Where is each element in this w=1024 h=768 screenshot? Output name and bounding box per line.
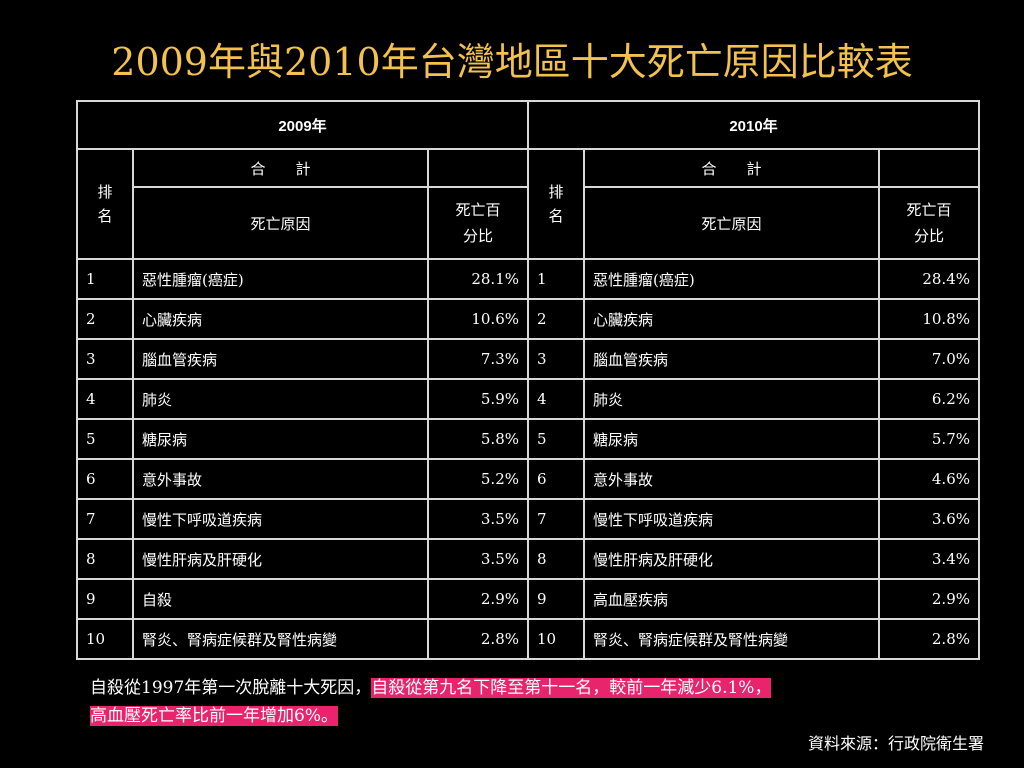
cause-cell-2009: 自殺 xyxy=(132,578,429,620)
table-row: 7 慢性下呼吸道疾病 3.5% 7 慢性下呼吸道疾病 3.6% xyxy=(76,498,980,540)
pct-cell-2010: 3.4% xyxy=(878,538,980,580)
rank-cell-2010: 4 xyxy=(527,378,585,420)
cause-header-2009: 死亡原因 xyxy=(132,186,429,260)
cause-cell-2010: 糖尿病 xyxy=(583,418,880,460)
cause-cell-2009: 慢性下呼吸道疾病 xyxy=(132,498,429,540)
rank-cell-2009: 8 xyxy=(76,538,134,580)
rank-cell-2010: 9 xyxy=(527,578,585,620)
cause-cell-2009: 慢性肝病及肝硬化 xyxy=(132,538,429,580)
rank-cell-2010: 8 xyxy=(527,538,585,580)
pct-cell-2009: 5.9% xyxy=(427,378,529,420)
rank-cell-2010: 1 xyxy=(527,258,585,300)
cause-cell-2009: 肺炎 xyxy=(132,378,429,420)
rank-cell-2009: 9 xyxy=(76,578,134,620)
pct-cell-2009: 3.5% xyxy=(427,498,529,540)
rank-cell-2009: 3 xyxy=(76,338,134,380)
rank-cell-2009: 2 xyxy=(76,298,134,340)
cause-cell-2010: 腦血管疾病 xyxy=(583,338,880,380)
table-row: 9 自殺 2.9% 9 高血壓疾病 2.9% xyxy=(76,578,980,620)
cause-cell-2009: 糖尿病 xyxy=(132,418,429,460)
pct-cell-2009: 10.6% xyxy=(427,298,529,340)
pct-cell-2010: 6.2% xyxy=(878,378,980,420)
rank-cell-2010: 6 xyxy=(527,458,585,500)
death-causes-table: 2009年 2010年 排名 合 計 排名 合 計 死亡原因 死亡百分比 死亡原… xyxy=(76,100,980,660)
pct-cell-2009: 3.5% xyxy=(427,538,529,580)
blank-header-2009 xyxy=(427,148,529,188)
cause-cell-2010: 慢性肝病及肝硬化 xyxy=(583,538,880,580)
source-credit: 資料來源：行政院衛生署 xyxy=(807,734,984,753)
cause-cell-2009: 惡性腫瘤(癌症) xyxy=(132,258,429,300)
rank-cell-2009: 1 xyxy=(76,258,134,300)
table-row: 5 糖尿病 5.8% 5 糖尿病 5.7% xyxy=(76,418,980,460)
pct-cell-2009: 5.8% xyxy=(427,418,529,460)
table-row: 10 腎炎、腎病症候群及腎性病變 2.8% 10 腎炎、腎病症候群及腎性病變 2.8% xyxy=(76,618,980,660)
cause-cell-2010: 肺炎 xyxy=(583,378,880,420)
pct-cell-2010: 28.4% xyxy=(878,258,980,300)
summary-note: 自殺從1997年第一次脫離十大死因，自殺從第九名下降至第十一名，較前一年減少6.… xyxy=(90,674,990,730)
table-row: 8 慢性肝病及肝硬化 3.5% 8 慢性肝病及肝硬化 3.4% xyxy=(76,538,980,580)
pct-header-2009: 死亡百分比 xyxy=(427,186,529,260)
table-row: 1 惡性腫瘤(癌症) 28.1% 1 惡性腫瘤(癌症) 28.4% xyxy=(76,258,980,300)
rank-cell-2010: 5 xyxy=(527,418,585,460)
rank-cell-2009: 6 xyxy=(76,458,134,500)
rank-cell-2009: 5 xyxy=(76,418,134,460)
cause-cell-2010: 惡性腫瘤(癌症) xyxy=(583,258,880,300)
cause-cell-2009: 腎炎、腎病症候群及腎性病變 xyxy=(132,618,429,660)
year-header-2010: 2010年 xyxy=(527,100,980,150)
pct-cell-2010: 4.6% xyxy=(878,458,980,500)
rank-header-2010: 排名 xyxy=(527,148,585,260)
pct-cell-2009: 7.3% xyxy=(427,338,529,380)
cause-cell-2010: 意外事故 xyxy=(583,458,880,500)
cause-cell-2009: 心臟疾病 xyxy=(132,298,429,340)
cause-cell-2009: 意外事故 xyxy=(132,458,429,500)
pct-cell-2010: 10.8% xyxy=(878,298,980,340)
rank-cell-2010: 7 xyxy=(527,498,585,540)
pct-cell-2009: 2.9% xyxy=(427,578,529,620)
rank-cell-2009: 10 xyxy=(76,618,134,660)
rank-cell-2009: 4 xyxy=(76,378,134,420)
note-highlight-suicide: 自殺從第九名下降至第十一名，較前一年減少6.1%， xyxy=(371,678,772,698)
rank-header-2009: 排名 xyxy=(76,148,134,260)
cause-cell-2010: 心臟疾病 xyxy=(583,298,880,340)
cause-header-2010: 死亡原因 xyxy=(583,186,880,260)
table-row: 6 意外事故 5.2% 6 意外事故 4.6% xyxy=(76,458,980,500)
pct-cell-2009: 5.2% xyxy=(427,458,529,500)
year-header-2009: 2009年 xyxy=(76,100,529,150)
rank-cell-2009: 7 xyxy=(76,498,134,540)
table-row: 4 肺炎 5.9% 4 肺炎 6.2% xyxy=(76,378,980,420)
page-title: 2009年與2010年台灣地區十大死亡原因比較表 xyxy=(111,40,913,84)
rank-cell-2010: 10 xyxy=(527,618,585,660)
pct-cell-2010: 5.7% xyxy=(878,418,980,460)
pct-header-2010: 死亡百分比 xyxy=(878,186,980,260)
cause-cell-2010: 腎炎、腎病症候群及腎性病變 xyxy=(583,618,880,660)
cause-cell-2009: 腦血管疾病 xyxy=(132,338,429,380)
rank-cell-2010: 2 xyxy=(527,298,585,340)
blank-header-2010 xyxy=(878,148,980,188)
pct-cell-2010: 2.8% xyxy=(878,618,980,660)
table-row: 2 心臟疾病 10.6% 2 心臟疾病 10.8% xyxy=(76,298,980,340)
rank-cell-2010: 3 xyxy=(527,338,585,380)
pct-cell-2010: 3.6% xyxy=(878,498,980,540)
table-row: 3 腦血管疾病 7.3% 3 腦血管疾病 7.0% xyxy=(76,338,980,380)
pct-cell-2009: 28.1% xyxy=(427,258,529,300)
pct-cell-2010: 7.0% xyxy=(878,338,980,380)
pct-cell-2010: 2.9% xyxy=(878,578,980,620)
cause-cell-2010: 慢性下呼吸道疾病 xyxy=(583,498,880,540)
note-highlight-hypertension: 高血壓死亡率比前一年增加6%。 xyxy=(90,706,338,726)
total-header-2009: 合 計 xyxy=(132,148,429,188)
cause-cell-2010: 高血壓疾病 xyxy=(583,578,880,620)
total-header-2010: 合 計 xyxy=(583,148,880,188)
pct-cell-2009: 2.8% xyxy=(427,618,529,660)
note-plain: 自殺從1997年第一次脫離十大死因， xyxy=(90,678,372,698)
